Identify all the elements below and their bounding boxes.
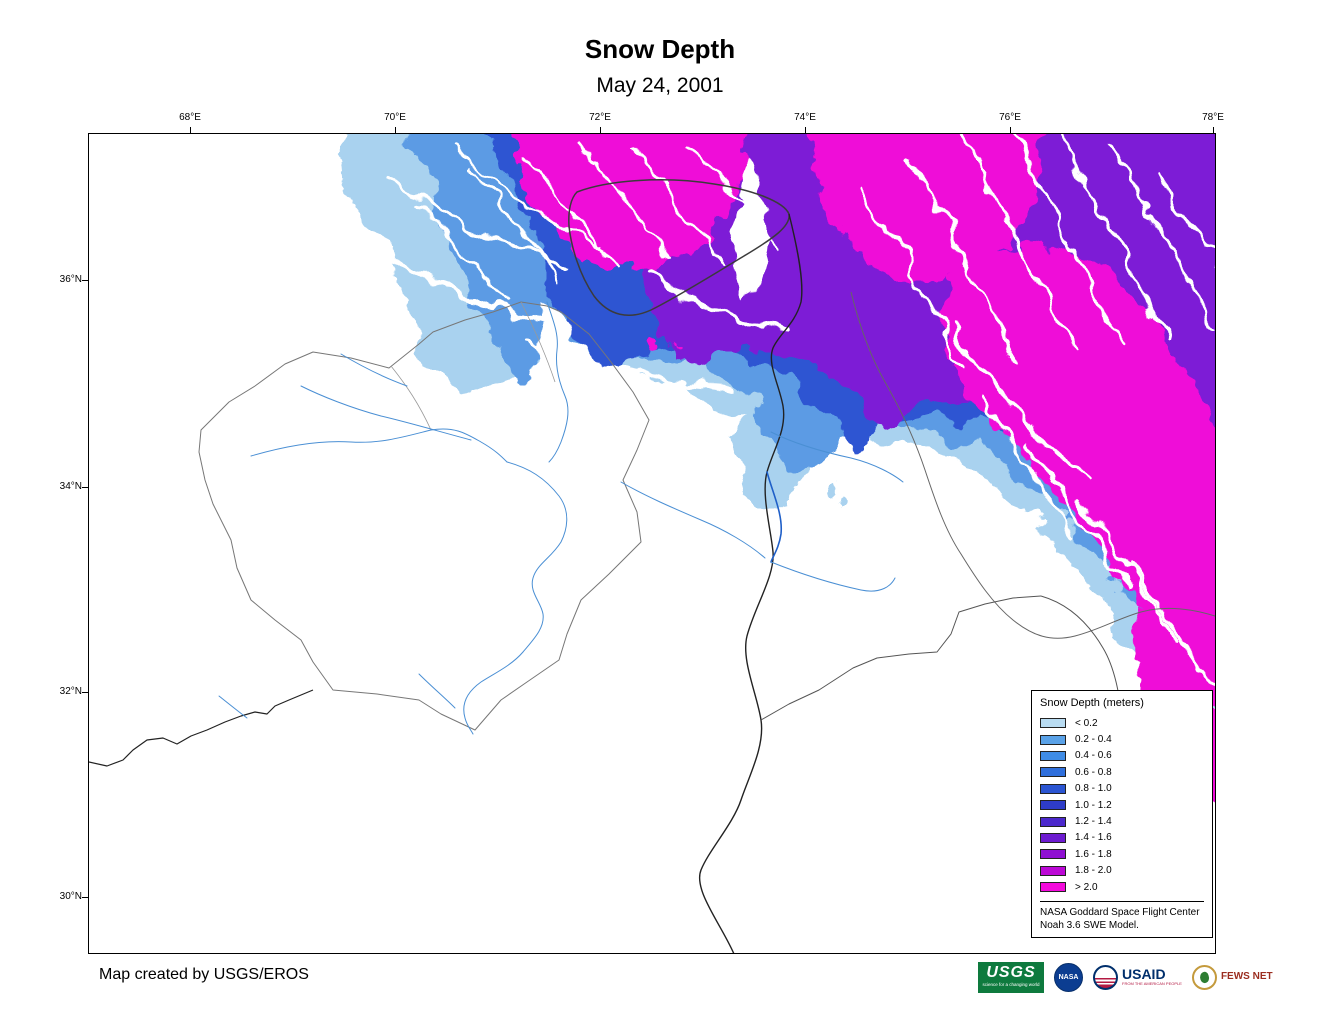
- legend-swatch: [1040, 800, 1066, 811]
- snow-raster-purple: [641, 134, 1215, 609]
- legend-item: 0.6 - 0.8: [1040, 764, 1204, 780]
- legend-swatch: [1040, 718, 1066, 729]
- legend: Snow Depth (meters) < 0.2 0.2 - 0.4 0.4 - …: [1031, 690, 1213, 939]
- map-credit: Map created by USGS/EROS: [99, 966, 309, 983]
- legend-swatch: [1040, 750, 1066, 761]
- legend-swatch: [1040, 849, 1066, 860]
- legend-item: 1.4 - 1.6: [1040, 830, 1204, 846]
- y-tick-label: 30°N: [59, 891, 82, 902]
- logo-strip: USGS science for a changing world NASA U…: [978, 956, 1273, 998]
- usaid-logo-text: USAID: [1122, 966, 1166, 982]
- map-title: Snow Depth: [584, 34, 736, 64]
- x-tick-label: 68°E: [179, 112, 201, 123]
- legend-item: < 0.2: [1040, 715, 1204, 731]
- tick-mark: [600, 127, 601, 133]
- fewsnet-emblem-icon: [1191, 964, 1217, 990]
- legend-label: 1.8 - 2.0: [1075, 865, 1112, 877]
- legend-label: > 2.0: [1075, 881, 1098, 893]
- tick-mark: [82, 487, 88, 488]
- legend-item: 1.0 - 1.2: [1040, 797, 1204, 813]
- tick-mark: [1010, 127, 1011, 133]
- y-tick-label: 32°N: [59, 686, 82, 697]
- legend-item: 1.6 - 1.8: [1040, 846, 1204, 862]
- tick-mark: [805, 127, 806, 133]
- fewsnet-logo: FEWS NET: [1191, 964, 1273, 990]
- legend-label: 1.2 - 1.4: [1075, 816, 1112, 828]
- legend-swatch: [1040, 816, 1066, 827]
- legend-label: 0.6 - 0.8: [1075, 766, 1112, 778]
- legend-label: 0.2 - 0.4: [1075, 734, 1112, 746]
- legend-items: < 0.2 0.2 - 0.4 0.4 - 0.6 0.6 - 0.8 0.8 - 1.…: [1040, 715, 1204, 895]
- legend-swatch: [1040, 865, 1066, 876]
- nasa-logo-text: NASA: [1058, 973, 1079, 981]
- tick-mark: [395, 127, 396, 133]
- legend-source-line: Noah 3.6 SWE Model.: [1040, 920, 1139, 932]
- tick-mark: [82, 897, 88, 898]
- usgs-logo: USGS science for a changing world: [978, 961, 1044, 993]
- legend-label: 1.6 - 1.8: [1075, 848, 1112, 860]
- usaid-globe-icon: [1093, 964, 1118, 990]
- legend-label: 1.4 - 1.6: [1075, 832, 1112, 844]
- tick-mark: [1213, 127, 1214, 133]
- x-tick-label: 76°E: [999, 112, 1021, 123]
- legend-item: > 2.0: [1040, 879, 1204, 895]
- x-tick-label: 74°E: [794, 112, 816, 123]
- legend-label: < 0.2: [1075, 717, 1098, 729]
- legend-label: 0.8 - 1.0: [1075, 783, 1112, 795]
- usgs-logo-tagline: science for a changing world: [982, 981, 1040, 987]
- rivers: [218, 301, 904, 735]
- valley-veins: [336, 134, 1215, 692]
- legend-swatch: [1040, 767, 1066, 778]
- tick-mark: [82, 692, 88, 693]
- legend-title: Snow Depth (meters): [1040, 697, 1144, 709]
- fewsnet-logo-text: FEWS NET: [1220, 971, 1273, 982]
- legend-swatch: [1040, 734, 1066, 745]
- legend-item: 0.8 - 1.0: [1040, 781, 1204, 797]
- basin-boundaries: [89, 179, 1215, 953]
- tick-mark: [190, 127, 191, 133]
- legend-label: 1.0 - 1.2: [1075, 799, 1112, 811]
- usaid-logo: USAID FROM THE AMERICAN PEOPLE: [1093, 964, 1182, 990]
- y-tick-label: 34°N: [59, 481, 82, 492]
- legend-swatch: [1040, 783, 1066, 794]
- y-tick-label: 36°N: [59, 274, 82, 285]
- usgs-logo-text: USGS: [986, 963, 1036, 981]
- legend-source: NASA Goddard Space Flight Center Noah 3.…: [1040, 901, 1204, 932]
- map-date: May 24, 2001: [596, 74, 724, 97]
- tick-mark: [82, 280, 88, 281]
- legend-label: 0.4 - 0.6: [1075, 750, 1112, 762]
- legend-swatch: [1040, 882, 1066, 893]
- legend-item: 1.8 - 2.0: [1040, 863, 1204, 879]
- legend-source-line: NASA Goddard Space Flight Center: [1040, 907, 1200, 919]
- x-tick-label: 72°E: [589, 112, 611, 123]
- nasa-logo: NASA: [1054, 962, 1083, 992]
- x-tick-label: 78°E: [1202, 112, 1224, 123]
- legend-item: 1.2 - 1.4: [1040, 813, 1204, 829]
- usaid-logo-tagline: FROM THE AMERICAN PEOPLE: [1122, 981, 1182, 986]
- x-tick-label: 70°E: [384, 112, 406, 123]
- legend-item: 0.2 - 0.4: [1040, 731, 1204, 747]
- legend-item: 0.4 - 0.6: [1040, 748, 1204, 764]
- legend-swatch: [1040, 832, 1066, 843]
